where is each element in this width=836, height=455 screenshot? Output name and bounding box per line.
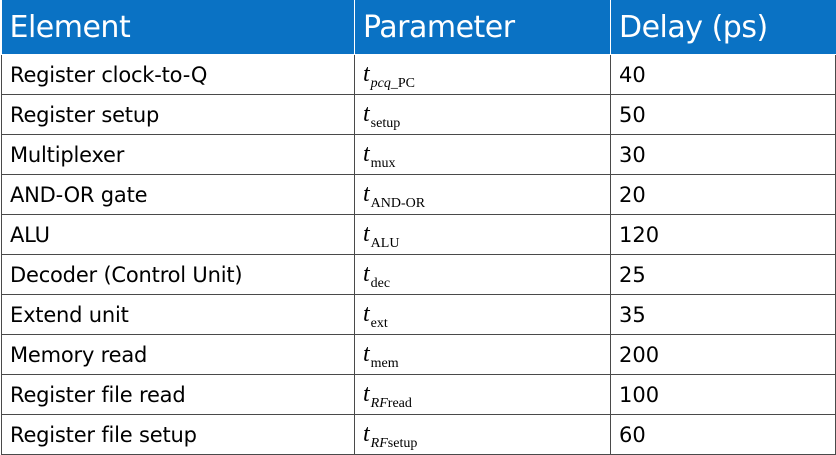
parameter-symbol: t bbox=[363, 181, 370, 207]
parameter-cell: tRFsetup bbox=[354, 414, 611, 455]
table-row: ALU tALU 120 bbox=[1, 214, 836, 255]
table-header-row: Element Parameter Delay (ps) bbox=[1, 0, 836, 55]
parameter-subscript-text: setup bbox=[370, 116, 401, 131]
delay-cell: 30 bbox=[610, 134, 836, 175]
delay-cell: 50 bbox=[610, 94, 836, 135]
parameter-symbol: t bbox=[363, 301, 370, 327]
parameter-subscript: mux bbox=[371, 156, 396, 171]
parameter-cell: tmux bbox=[354, 134, 611, 175]
table-row: Register file setup tRFsetup 60 bbox=[1, 414, 836, 455]
parameter-subscript: pcq_PC bbox=[371, 76, 415, 91]
delay-cell: 35 bbox=[610, 294, 836, 335]
table-row: Decoder (Control Unit) tdec 25 bbox=[1, 254, 836, 295]
parameter-cell: tAND-OR bbox=[354, 174, 611, 215]
element-cell: Memory read bbox=[1, 334, 355, 375]
header-delay: Delay (ps) bbox=[610, 0, 836, 55]
parameter-subscript-italic: RF bbox=[370, 396, 388, 411]
delay-cell: 120 bbox=[610, 214, 836, 255]
table-row: AND-OR gate tAND-OR 20 bbox=[1, 174, 836, 215]
parameter-cell: tdec bbox=[354, 254, 611, 295]
parameter-subscript: RFread bbox=[371, 396, 412, 411]
table-row: Register setup tsetup 50 bbox=[1, 94, 836, 135]
element-cell: Decoder (Control Unit) bbox=[1, 254, 355, 295]
parameter-subscript-italic: RF bbox=[370, 436, 388, 451]
element-cell: ALU bbox=[1, 214, 355, 255]
parameter-cell: tpcq_PC bbox=[354, 54, 611, 95]
parameter-cell: text bbox=[354, 294, 611, 335]
parameter-symbol: t bbox=[363, 141, 370, 167]
table-row: Register clock-to-Q tpcq_PC 40 bbox=[1, 54, 836, 95]
parameter-subscript: mem bbox=[371, 356, 399, 371]
table-row: Memory read tmem 200 bbox=[1, 334, 836, 375]
parameter-subscript: ext bbox=[371, 316, 388, 331]
table-body: Register clock-to-Q tpcq_PC 40 Register … bbox=[1, 54, 836, 455]
parameter-cell: tRFread bbox=[354, 374, 611, 415]
delay-cell: 25 bbox=[610, 254, 836, 295]
element-cell: Multiplexer bbox=[1, 134, 355, 175]
element-cell: Register setup bbox=[1, 94, 355, 135]
parameter-symbol: t bbox=[363, 101, 370, 127]
parameter-subscript-text: ext bbox=[370, 316, 388, 331]
parameter-subscript: RFsetup bbox=[371, 436, 418, 451]
parameter-cell: tmem bbox=[354, 334, 611, 375]
table-row: Register file read tRFread 100 bbox=[1, 374, 836, 415]
element-cell: Register clock-to-Q bbox=[1, 54, 355, 95]
parameter-subscript-text: AND-OR bbox=[370, 196, 426, 211]
parameter-subscript: setup bbox=[371, 116, 401, 131]
parameter-symbol: t bbox=[363, 221, 370, 247]
parameter-symbol: t bbox=[363, 261, 370, 287]
parameter-subscript-text: ALU bbox=[370, 236, 400, 251]
table-row: Multiplexer tmux 30 bbox=[1, 134, 836, 175]
delay-cell: 60 bbox=[610, 414, 836, 455]
parameter-subscript-text: dec bbox=[370, 276, 391, 291]
delay-cell: 40 bbox=[610, 54, 836, 95]
delay-cell: 100 bbox=[610, 374, 836, 415]
element-cell: Register file read bbox=[1, 374, 355, 415]
parameter-subscript: dec bbox=[371, 276, 390, 291]
parameter-subscript-text: setup bbox=[387, 436, 418, 451]
parameter-subscript-text: mux bbox=[370, 156, 396, 171]
header-parameter: Parameter bbox=[354, 0, 611, 55]
parameter-cell: tsetup bbox=[354, 94, 611, 135]
element-cell: AND-OR gate bbox=[1, 174, 355, 215]
table-row: Extend unit text 35 bbox=[1, 294, 836, 335]
parameter-subscript: ALU bbox=[371, 236, 400, 251]
element-cell: Register file setup bbox=[1, 414, 355, 455]
parameter-subscript-text: read bbox=[387, 396, 412, 411]
parameter-cell: tALU bbox=[354, 214, 611, 255]
parameter-subscript-text: mem bbox=[370, 356, 399, 371]
element-cell: Extend unit bbox=[1, 294, 355, 335]
delay-cell: 200 bbox=[610, 334, 836, 375]
parameter-subscript-italic: pcq bbox=[370, 76, 391, 91]
parameter-symbol: t bbox=[363, 61, 370, 87]
parameter-symbol: t bbox=[363, 421, 370, 447]
parameter-symbol: t bbox=[363, 381, 370, 407]
parameter-symbol: t bbox=[363, 341, 370, 367]
delay-cell: 20 bbox=[610, 174, 836, 215]
header-element: Element bbox=[1, 0, 355, 55]
parameter-subscript: AND-OR bbox=[371, 196, 425, 211]
parameter-subscript-text: _PC bbox=[390, 76, 416, 91]
